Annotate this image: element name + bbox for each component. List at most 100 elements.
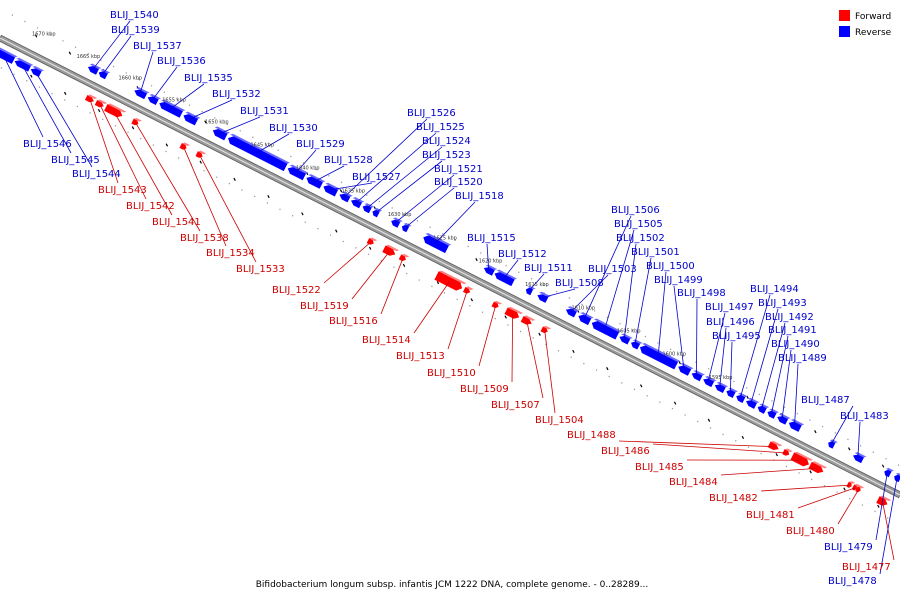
leader-line: [526, 321, 544, 399]
frame-mark: [847, 447, 851, 451]
gene-blij-1500[interactable]: [638, 342, 681, 370]
gene-blij-1501[interactable]: [630, 338, 643, 350]
gene-label-blij-1510: BLIJ_1510: [427, 368, 476, 379]
gene-blij-1543[interactable]: [84, 94, 98, 105]
tick-label: 1610 kbp: [572, 306, 596, 312]
gene-label-blij-1515: BLIJ_1515: [467, 233, 516, 244]
frame-mark: [572, 349, 575, 354]
gene-bevel: [879, 495, 892, 502]
gene-blij-1523[interactable]: [371, 207, 383, 218]
gene-bevel: [642, 342, 681, 362]
gene-blij-1519[interactable]: [382, 244, 400, 258]
gene-blij-1491[interactable]: [766, 408, 779, 420]
gene-blij-1509[interactable]: [504, 306, 524, 321]
leader-line: [434, 201, 476, 244]
frame-mark: [814, 430, 817, 434]
gene-blij-1492[interactable]: [757, 403, 770, 415]
gene-blij-1506[interactable]: [577, 311, 594, 326]
gene-bevel: [770, 440, 783, 447]
frame-mark: [504, 315, 507, 319]
gene-blij-1505[interactable]: [590, 318, 622, 340]
gene-blij-1516[interactable]: [398, 253, 410, 263]
gene-blij-1483[interactable]: [852, 451, 867, 464]
gene-blij-1495[interactable]: [725, 387, 738, 399]
gene-blij-1507[interactable]: [520, 315, 536, 328]
gene-blij-1480[interactable]: [855, 485, 865, 494]
gene-shape: [147, 96, 159, 106]
leader-line: [634, 257, 652, 345]
gene-bevel: [790, 419, 805, 426]
gene-bevel: [848, 481, 856, 484]
gene-bevel: [185, 111, 201, 119]
gene-blij-1513[interactable]: [462, 286, 474, 296]
gene-blij-1539[interactable]: [98, 68, 111, 80]
gene-bevel: [854, 483, 861, 487]
gene-blij-1536[interactable]: [147, 93, 162, 106]
leader-line: [102, 35, 132, 75]
gene-shape: [423, 235, 449, 254]
gene-label-blij-1518: BLIJ_1518: [455, 191, 504, 202]
gene-shape: [98, 71, 108, 80]
gene-blij-1545[interactable]: [14, 57, 34, 72]
gene-label-blij-1535: BLIJ_1535: [184, 73, 233, 84]
gene-label-blij-1532: BLIJ_1532: [212, 89, 261, 100]
gene-label-blij-1544: BLIJ_1544: [72, 169, 121, 180]
gene-blij-1520[interactable]: [401, 222, 412, 233]
gene-shape: [398, 254, 406, 262]
gene-blij-1484[interactable]: [808, 460, 828, 475]
frame-mark: [68, 51, 72, 55]
leader-line: [857, 421, 861, 458]
leader-line: [707, 312, 726, 382]
gene-blij-1537[interactable]: [133, 86, 150, 100]
leader-line: [89, 99, 119, 184]
gene-shape: [306, 176, 324, 189]
gene-blij-1497[interactable]: [702, 375, 717, 388]
gene-blij-1531[interactable]: [212, 126, 230, 141]
gene-blij-1524[interactable]: [362, 202, 375, 214]
gene-blij-1532[interactable]: [182, 111, 201, 126]
gene-blij-1518[interactable]: [422, 232, 452, 254]
gene-blij-1487[interactable]: [827, 438, 838, 449]
gene-blij-1544[interactable]: [30, 65, 45, 78]
gene-blij-1504[interactable]: [540, 325, 552, 335]
gene-blij-1502[interactable]: [618, 333, 633, 346]
frame-mark: [538, 332, 541, 336]
gene-blij-1499[interactable]: [677, 362, 694, 376]
gene-blij-1514[interactable]: [434, 270, 467, 293]
gene-bevel: [392, 217, 403, 223]
gene-blij-1530[interactable]: [227, 133, 290, 172]
gene-label-blij-1537: BLIJ_1537: [133, 41, 182, 52]
gene-blij-1542[interactable]: [94, 99, 108, 110]
gene-blij-1490[interactable]: [776, 413, 791, 426]
gene-shape: [104, 104, 123, 118]
gene-blij-1493[interactable]: [745, 397, 760, 410]
gene-blij-1521[interactable]: [390, 217, 403, 229]
gene-blij-1477[interactable]: [876, 495, 892, 508]
gene-blij-1485[interactable]: [790, 451, 814, 469]
gene-blij-1489[interactable]: [788, 418, 805, 432]
gene-blij-1494[interactable]: [735, 392, 748, 404]
gene-blij-1541[interactable]: [104, 103, 127, 120]
gene-bevel: [374, 208, 383, 212]
leader-line: [486, 243, 490, 271]
gene-labels: BLIJ_1540 BLIJ_1539 BLIJ_1537 BLIJ_1536 BLIJ…: [23, 10, 891, 587]
gene-blij-1498[interactable]: [691, 369, 705, 382]
gene-bevel: [107, 103, 127, 113]
gene-blij-1528[interactable]: [305, 173, 326, 189]
gene-bevel: [857, 485, 865, 489]
gene-blij-1525[interactable]: [350, 196, 365, 209]
tick-label: 1640 kbp: [296, 166, 320, 172]
gene-blij-1535[interactable]: [158, 98, 186, 118]
gene-bevel: [811, 461, 828, 469]
gene-blij-1510[interactable]: [491, 300, 503, 310]
legend: Forward Reverse: [839, 10, 892, 38]
gene-bevel: [523, 315, 536, 321]
frame-mark: [707, 418, 711, 422]
gene-blij-1522[interactable]: [366, 237, 378, 247]
frame-mark: [843, 487, 846, 491]
frame-mark: [30, 74, 33, 78]
gene-blij-1496[interactable]: [714, 381, 729, 394]
gene-blij-1526[interactable]: [338, 190, 353, 203]
gene-blij-1512[interactable]: [493, 269, 518, 287]
gene-blij-1479[interactable]: [883, 467, 894, 478]
